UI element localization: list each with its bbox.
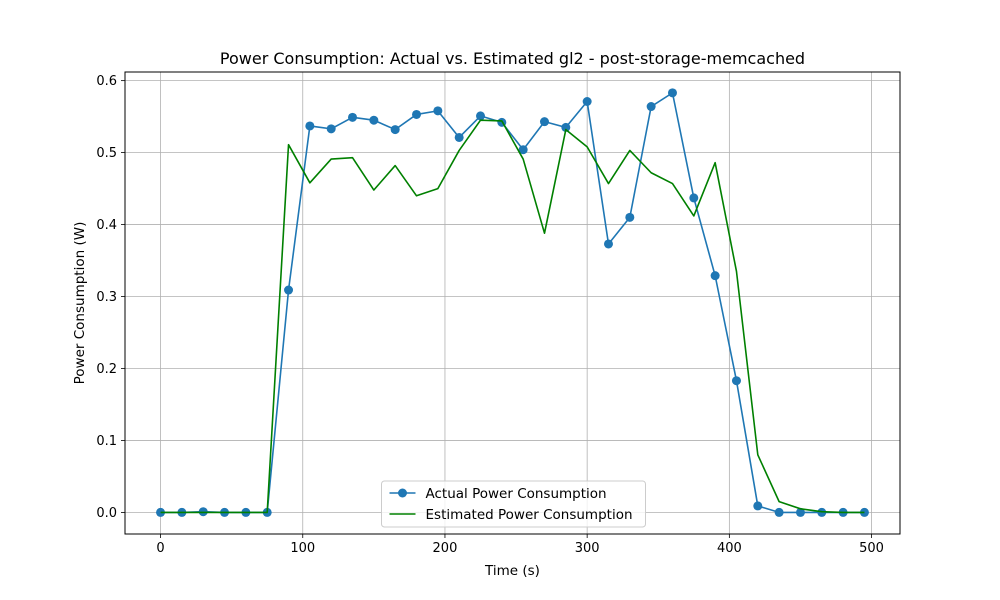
x-axis-label: Time (s) (484, 563, 540, 579)
x-tick-label: 0 (156, 541, 164, 556)
x-tick-label: 400 (717, 541, 742, 556)
data-point (390, 125, 400, 135)
legend-box (381, 480, 646, 528)
y-tick-label: 0.0 (96, 506, 117, 521)
y-tick-label: 0.4 (96, 218, 117, 233)
chart-title: Power Consumption: Actual vs. Estimated … (220, 49, 805, 68)
data-point (369, 115, 379, 125)
data-point (518, 145, 528, 155)
data-point (561, 122, 571, 132)
series-line (160, 119, 865, 514)
data-point (731, 376, 741, 386)
legend-marker-actual (398, 488, 407, 498)
x-tick-label: 300 (575, 541, 600, 556)
data-point (582, 97, 592, 107)
data-point (412, 109, 422, 119)
legend-label-actual: Actual Power Consumption (426, 486, 607, 502)
data-point (433, 106, 443, 116)
y-axis-label: Power Consumption (W) (72, 222, 88, 385)
y-tick-label: 0.5 (96, 146, 117, 161)
y-tick-label: 0.6 (96, 74, 117, 89)
data-point (753, 501, 763, 511)
series-estimated (160, 119, 865, 514)
data-point (348, 112, 358, 122)
data-point (667, 88, 677, 98)
data-point (326, 124, 336, 134)
series-line (160, 92, 865, 514)
y-tick-label: 0.1 (96, 434, 117, 449)
data-point (625, 212, 635, 222)
data-point (539, 117, 549, 127)
x-tick-label: 500 (859, 541, 884, 556)
y-tick-label: 0.3 (96, 290, 117, 305)
data-point (305, 121, 315, 131)
data-point (710, 271, 720, 281)
legend: Actual Power Consumption Estimated Power… (381, 480, 646, 528)
data-point (774, 507, 784, 517)
data-point (476, 111, 486, 121)
data-point (646, 102, 656, 112)
x-tick-label: 200 (433, 541, 458, 556)
series-actual (156, 88, 869, 517)
data-point (603, 239, 613, 249)
data-point (689, 193, 699, 203)
plot-area-frame (124, 71, 901, 535)
data-point (795, 507, 805, 517)
grid (125, 72, 900, 534)
data-point (284, 285, 294, 295)
ticks-layer: 0 100 200 300 400 500 0.0 0.1 0.2 0.3 0.4 0.5 0.6 (96, 74, 884, 556)
legend-label-estimated: Estimated Power Consumption (426, 507, 633, 523)
y-tick-label: 0.2 (96, 362, 117, 377)
x-tick-label: 100 (290, 541, 315, 556)
data-point (454, 132, 464, 142)
series-layer (156, 88, 869, 517)
